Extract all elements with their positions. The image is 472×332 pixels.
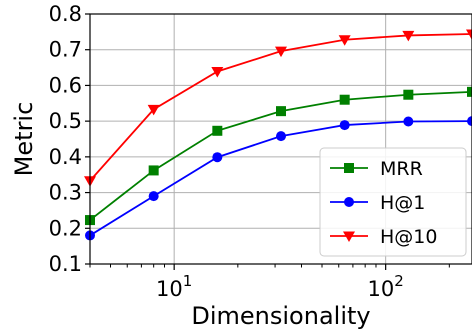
data-point-h-1 xyxy=(212,152,223,163)
y-tick-label: 0.6 xyxy=(49,73,82,97)
data-point-h-1 xyxy=(339,120,350,131)
data-point-h-10 xyxy=(211,67,224,78)
y-axis-label: Metric xyxy=(10,102,38,177)
data-point-h-1 xyxy=(148,191,159,202)
data-point-h-10 xyxy=(466,29,472,40)
data-point-mrr xyxy=(148,165,159,176)
data-point-h-10 xyxy=(275,46,287,58)
x-axis-label: Dimensionality xyxy=(191,302,370,330)
series-h-10 xyxy=(84,29,472,187)
data-point-h-1 xyxy=(467,116,472,127)
x-tick-base: 10 xyxy=(368,277,395,301)
y-tick-label: 0.8 xyxy=(49,2,82,26)
data-point-mrr xyxy=(467,86,472,97)
legend-label: H@1 xyxy=(380,192,425,214)
legend-entry-mrr: MRR xyxy=(330,158,423,180)
legend-marker xyxy=(344,197,354,207)
y-tick-label: 0.1 xyxy=(49,252,82,276)
data-point-mrr xyxy=(339,94,350,105)
legend-entry-h-1: H@1 xyxy=(330,192,425,214)
data-point-mrr xyxy=(276,106,286,117)
legend: MRR H@1 H@10 xyxy=(319,147,467,257)
x-tick-label: 102 xyxy=(368,272,404,301)
x-tick-base: 10 xyxy=(156,277,183,301)
data-point-h-10 xyxy=(147,104,160,116)
data-point-h-1 xyxy=(403,116,414,127)
data-point-h-10 xyxy=(338,35,351,46)
y-tick-label: 0.2 xyxy=(49,216,82,240)
series-h-1 xyxy=(85,116,472,241)
y-tick-label: 0.5 xyxy=(49,109,82,133)
legend-entry-h-10: H@10 xyxy=(330,226,437,248)
data-point-h-1 xyxy=(276,131,286,142)
x-tick-exponent: 2 xyxy=(394,272,404,290)
legend-box xyxy=(319,147,467,257)
plot-frame xyxy=(89,13,472,265)
y-tick-label: 0.4 xyxy=(49,145,82,169)
x-tick-exponent: 1 xyxy=(183,272,193,290)
y-tick-label: 0.3 xyxy=(49,181,82,205)
legend-marker xyxy=(344,163,354,173)
data-point-mrr xyxy=(212,125,223,136)
legend-marker xyxy=(343,231,355,242)
legend-label: H@10 xyxy=(380,226,437,248)
data-point-mrr xyxy=(403,89,414,100)
data-point-h-10 xyxy=(402,30,415,42)
legend-label: MRR xyxy=(380,158,423,180)
y-tick-label: 0.7 xyxy=(49,38,82,62)
x-tick-label: 101 xyxy=(156,272,192,301)
